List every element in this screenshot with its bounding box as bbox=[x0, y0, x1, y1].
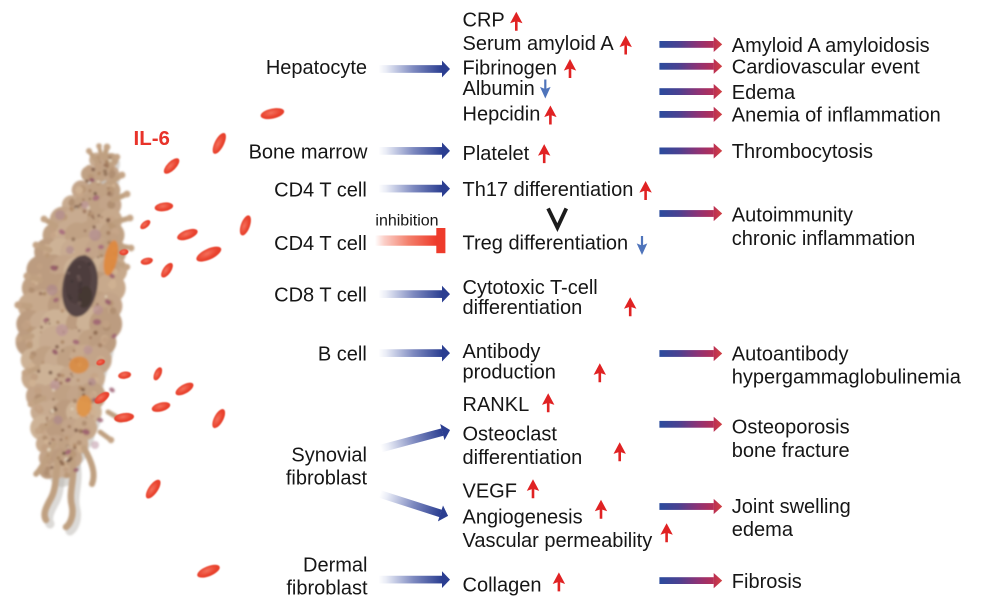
svg-text:Albumin: Albumin bbox=[463, 78, 535, 100]
svg-text:hypergammaglobulinemia: hypergammaglobulinemia bbox=[732, 367, 962, 389]
svg-text:Osteoporosis: Osteoporosis bbox=[732, 416, 850, 438]
svg-text:fibroblast: fibroblast bbox=[286, 578, 368, 600]
svg-text:differentiation: differentiation bbox=[463, 447, 583, 469]
svg-text:Synovial: Synovial bbox=[291, 445, 367, 467]
svg-text:RANKL: RANKL bbox=[463, 394, 530, 416]
svg-text:B cell: B cell bbox=[318, 344, 367, 366]
svg-text:bone fracture: bone fracture bbox=[732, 440, 850, 462]
svg-text:Hepcidin: Hepcidin bbox=[463, 103, 541, 125]
svg-text:Cytotoxic T-cell: Cytotoxic T-cell bbox=[463, 277, 598, 299]
svg-text:Edema: Edema bbox=[732, 82, 796, 104]
svg-text:Autoantibody: Autoantibody bbox=[732, 343, 849, 365]
svg-text:Autoimmunity: Autoimmunity bbox=[732, 205, 853, 227]
svg-text:Collagen: Collagen bbox=[463, 574, 542, 596]
svg-text:Thrombocytosis: Thrombocytosis bbox=[732, 141, 873, 163]
svg-text:chronic inflammation: chronic inflammation bbox=[732, 228, 915, 250]
svg-text:Th17 differentiation: Th17 differentiation bbox=[463, 179, 634, 201]
svg-text:Vascular permeability: Vascular permeability bbox=[463, 530, 653, 552]
svg-text:CD4 T cell: CD4 T cell bbox=[274, 179, 367, 201]
svg-text:Joint swelling: Joint swelling bbox=[732, 496, 851, 518]
svg-text:VEGF: VEGF bbox=[463, 481, 517, 503]
svg-text:IL-6: IL-6 bbox=[134, 127, 170, 150]
svg-text:Amyloid A amyloidosis: Amyloid A amyloidosis bbox=[732, 35, 930, 57]
svg-text:Platelet: Platelet bbox=[463, 143, 530, 165]
svg-text:CD8 T cell: CD8 T cell bbox=[274, 284, 367, 306]
svg-text:Bone marrow: Bone marrow bbox=[249, 142, 368, 164]
svg-text:Serum amyloid A: Serum amyloid A bbox=[463, 33, 615, 55]
svg-text:production: production bbox=[463, 362, 556, 384]
svg-text:Anemia of inflammation: Anemia of inflammation bbox=[732, 105, 941, 127]
svg-text:Antibody: Antibody bbox=[463, 341, 541, 363]
svg-text:edema: edema bbox=[732, 519, 794, 541]
svg-text:Fibrosis: Fibrosis bbox=[732, 571, 802, 593]
svg-text:Osteoclast: Osteoclast bbox=[463, 424, 558, 446]
svg-text:fibroblast: fibroblast bbox=[286, 468, 368, 490]
svg-text:inhibition: inhibition bbox=[375, 212, 438, 229]
svg-text:differentiation: differentiation bbox=[463, 297, 583, 319]
svg-text:Angiogenesis: Angiogenesis bbox=[463, 506, 583, 528]
svg-text:CD4 T cell: CD4 T cell bbox=[274, 233, 367, 255]
svg-text:CRP: CRP bbox=[463, 10, 505, 32]
svg-text:Cardiovascular event: Cardiovascular event bbox=[732, 57, 920, 79]
svg-text:Hepatocyte: Hepatocyte bbox=[266, 57, 367, 79]
svg-text:Dermal: Dermal bbox=[303, 555, 367, 577]
svg-text:Fibrinogen: Fibrinogen bbox=[463, 58, 558, 80]
svg-text:Treg differentiation: Treg differentiation bbox=[463, 233, 629, 255]
